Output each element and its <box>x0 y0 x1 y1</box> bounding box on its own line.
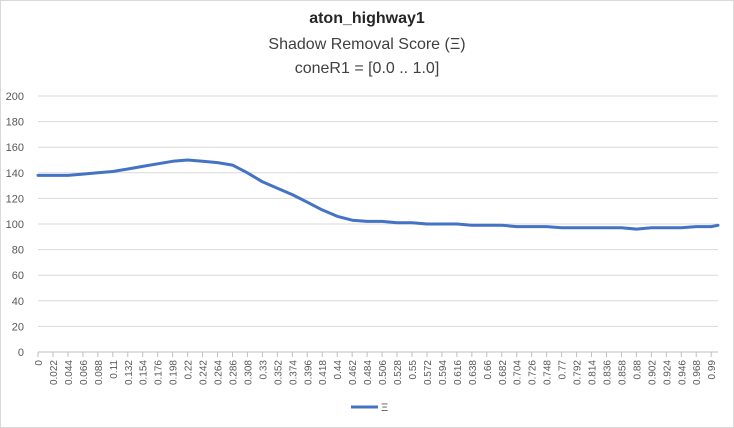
y-tick-label: 180 <box>6 117 24 129</box>
x-tick-label: 0.044 <box>64 360 75 385</box>
x-tick-label: 0.814 <box>588 360 599 385</box>
x-tick-label: 0.858 <box>617 360 628 385</box>
legend-label: Ξ <box>381 402 388 414</box>
series-line <box>36 158 720 231</box>
x-tick-label: 0.396 <box>303 360 314 385</box>
y-tick-label: 120 <box>6 193 24 205</box>
x-tick-label: 0.836 <box>602 360 613 385</box>
x-tick-label: 0.484 <box>363 360 374 385</box>
chart-subtitle: Shadow Removal Score (Ξ) <box>268 36 466 53</box>
y-tick-label: 20 <box>12 321 24 333</box>
x-tick-label: 0.462 <box>348 360 359 385</box>
y-tick-label: 140 <box>6 168 24 180</box>
x-tick-label: 0.528 <box>393 360 404 385</box>
chart-subtitle-range: coneR1 = [0.0 .. 1.0] <box>294 60 440 77</box>
x-tick-label: 0.55 <box>408 360 419 380</box>
x-tick-label: 0.924 <box>662 360 673 385</box>
x-tick-label: 0.088 <box>94 360 105 385</box>
x-axis-tick-labels: 0 0.022 0.044 0.066 0.088 0.11 0.132 0.154 0.176… <box>34 360 718 385</box>
x-tick-label: 0.748 <box>543 360 554 385</box>
x-tick-label: 0.44 <box>333 360 344 380</box>
x-tick-label: 0.616 <box>453 360 464 385</box>
y-tick-label: 200 <box>6 91 24 103</box>
x-tick-label: 0.374 <box>288 360 299 385</box>
x-tick-label: 0.88 <box>632 360 643 380</box>
x-tick-label: 0.242 <box>199 360 210 385</box>
x-tick-label: 0.66 <box>483 360 494 380</box>
x-tick-label: 0.176 <box>154 360 165 385</box>
x-tick-label: 0.418 <box>318 360 329 385</box>
y-tick-label: 100 <box>6 219 24 231</box>
x-tick-label: 0.022 <box>49 360 60 385</box>
x-tick-label: 0.704 <box>513 360 524 385</box>
x-tick-label: 0.902 <box>647 360 658 385</box>
y-tick-label: 160 <box>6 142 24 154</box>
y-tick-label: 80 <box>12 245 24 257</box>
gridlines <box>37 95 718 357</box>
x-tick-label: 0.352 <box>273 360 284 385</box>
x-tick-label: 0.594 <box>438 360 449 385</box>
x-tick-label: 0.726 <box>528 360 539 385</box>
x-tick-label: 0.968 <box>692 360 703 385</box>
x-tick-label: 0.572 <box>423 360 434 385</box>
y-tick-label: 60 <box>12 270 24 282</box>
x-tick-label: 0.11 <box>109 360 120 379</box>
x-tick-label: 0.946 <box>677 360 688 385</box>
chart-title: aton_highway1 <box>309 10 425 27</box>
x-tick-label: 0.066 <box>79 360 90 385</box>
x-tick-label: 0.132 <box>124 360 135 385</box>
x-tick-label: 0.154 <box>139 360 150 385</box>
x-tick-label: 0.99 <box>707 360 718 380</box>
legend: Ξ <box>351 402 388 414</box>
x-tick-label: 0.77 <box>558 360 569 380</box>
x-tick-label: 0.198 <box>169 360 180 385</box>
x-tick-label: 0.264 <box>214 360 225 385</box>
x-tick-label: 0.308 <box>243 360 254 385</box>
x-tick-label: 0.638 <box>468 360 479 385</box>
y-axis-tick-labels: 0 20 40 60 80 100 120 140 160 180 200 <box>6 91 24 359</box>
x-tick-label: 0.792 <box>573 360 584 385</box>
x-tick-label: 0 <box>34 360 45 366</box>
x-tick-label: 0.22 <box>184 360 195 380</box>
x-tick-label: 0.682 <box>498 360 509 385</box>
x-tick-label: 0.506 <box>378 360 389 385</box>
y-tick-label: 0 <box>18 347 24 359</box>
x-tick-label: 0.33 <box>258 360 269 380</box>
x-tick-label: 0.286 <box>228 360 239 385</box>
y-tick-label: 40 <box>12 296 24 308</box>
series-layer <box>36 158 720 231</box>
